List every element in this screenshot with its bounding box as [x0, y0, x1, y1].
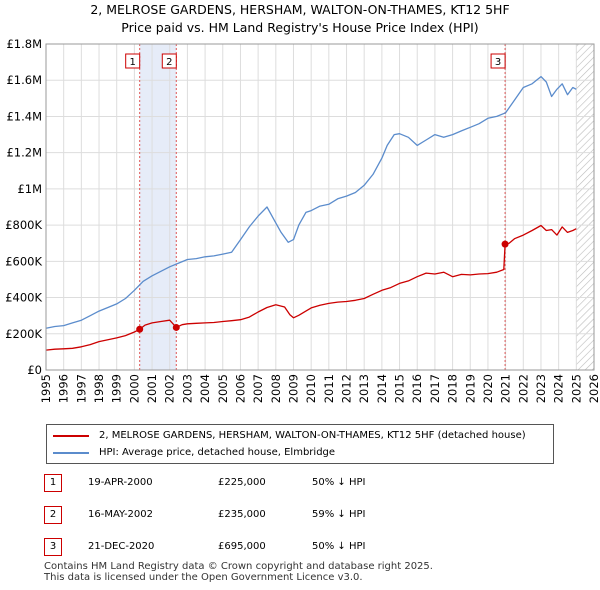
- x-tick-label: 2023: [534, 374, 548, 403]
- x-tick-label: 2007: [251, 374, 265, 403]
- x-tick-label: 2008: [269, 374, 283, 403]
- x-tick-label: 2014: [375, 374, 389, 403]
- sale-number-badge: 3: [44, 538, 62, 556]
- sale-label-box: [490, 53, 506, 69]
- chart-title-line2: Price paid vs. HM Land Registry's House …: [121, 20, 479, 35]
- sale-date: 16-MAY-2002: [88, 509, 154, 520]
- x-tick-label: 2004: [198, 374, 212, 403]
- x-tick-label: 2009: [286, 374, 300, 403]
- x-tick-label: 2024: [552, 374, 566, 403]
- plot-border: [45, 43, 595, 371]
- sale-label-number: 3: [495, 57, 501, 68]
- x-tick-label: 2018: [446, 374, 460, 403]
- x-tick-label: 2025: [569, 374, 583, 403]
- sale-price: £235,000: [218, 509, 266, 520]
- chart-legend: 2, MELROSE GARDENS, HERSHAM, WALTON-ON-T…: [46, 424, 554, 464]
- sale-hpi-diff: 59% ↓ HPI: [312, 509, 366, 520]
- sale-date: 19-APR-2000: [88, 477, 153, 488]
- y-tick-label: £600K: [5, 254, 42, 268]
- x-tick-label: 2001: [145, 374, 159, 403]
- sale-point: [172, 323, 180, 331]
- y-tick-label: £1M: [17, 182, 42, 196]
- x-tick-label: 2010: [304, 374, 318, 403]
- price-chart: 1 2 3 £0 £200K £400K £600K £800K £1M £1.2M £1.4M £…: [5, 37, 600, 403]
- footer-copyright: Contains HM Land Registry data © Crown c…: [44, 561, 433, 572]
- plot-area: [46, 44, 594, 370]
- x-tick-label: 2017: [428, 374, 442, 403]
- y-tick-label: £1.8M: [6, 37, 42, 51]
- x-tick-label: 2011: [322, 374, 336, 403]
- sale-hpi-diff: 50% ↓ HPI: [312, 541, 366, 552]
- sale-hpi-diff: 50% ↓ HPI: [312, 477, 366, 488]
- x-tick-label: 2013: [357, 374, 371, 403]
- x-tick-label: 1999: [110, 374, 124, 403]
- sale-label-box: [161, 53, 177, 69]
- x-tick-label: 2015: [393, 374, 407, 403]
- x-tick-label: 2022: [516, 374, 530, 403]
- y-tick-label: £0: [27, 363, 42, 377]
- y-tick-label: £1.6M: [6, 73, 42, 87]
- sale-point: [501, 240, 509, 248]
- x-tick-label: 2000: [127, 374, 141, 403]
- hpi-line: [45, 75, 577, 329]
- sale-number-badge: 1: [44, 474, 62, 492]
- sale-label-number: 1: [130, 57, 136, 68]
- x-tick-label: 2002: [163, 374, 177, 403]
- sale-label-number: 2: [166, 57, 172, 68]
- x-tick-label: 1996: [57, 374, 71, 403]
- legend-label-property: 2, MELROSE GARDENS, HERSHAM, WALTON-ON-T…: [99, 430, 526, 441]
- y-tick-label: £200K: [5, 327, 42, 341]
- sale-number-badge: 2: [44, 506, 62, 524]
- sale-label-box: [125, 53, 141, 69]
- x-tick-label: 2020: [481, 374, 495, 403]
- x-tick-label: 2012: [340, 374, 354, 403]
- x-tick-label: 2005: [216, 374, 230, 403]
- x-tick-label: 2006: [233, 374, 247, 403]
- chart-title-line1: 2, MELROSE GARDENS, HERSHAM, WALTON-ON-T…: [90, 2, 510, 17]
- x-tick-label: 2021: [499, 374, 513, 403]
- legend-swatch-hpi: [53, 452, 89, 454]
- y-tick-label: £1.2M: [6, 146, 42, 160]
- x-tick-label: 1998: [92, 374, 106, 403]
- footer-licence: This data is licensed under the Open Gov…: [44, 572, 363, 583]
- y-tick-label: £400K: [5, 291, 42, 305]
- future-hatch-region: [576, 44, 594, 370]
- x-tick-label: 2026: [587, 374, 600, 403]
- sale-date: 21-DEC-2020: [88, 541, 155, 552]
- sale-point: [136, 325, 144, 333]
- x-tick-label: 1997: [74, 374, 88, 403]
- legend-label-hpi: HPI: Average price, detached house, Elmb…: [99, 447, 336, 458]
- y-tick-label: £800K: [5, 218, 42, 232]
- sale-price: £695,000: [218, 541, 266, 552]
- x-tick-label: 1995: [39, 374, 53, 403]
- legend-swatch-property: [53, 435, 89, 437]
- x-tick-label: 2019: [463, 374, 477, 403]
- y-tick-label: £1.4M: [6, 109, 42, 123]
- sale-price: £225,000: [218, 477, 266, 488]
- x-tick-label: 2016: [410, 374, 424, 403]
- x-tick-label: 2003: [180, 374, 194, 403]
